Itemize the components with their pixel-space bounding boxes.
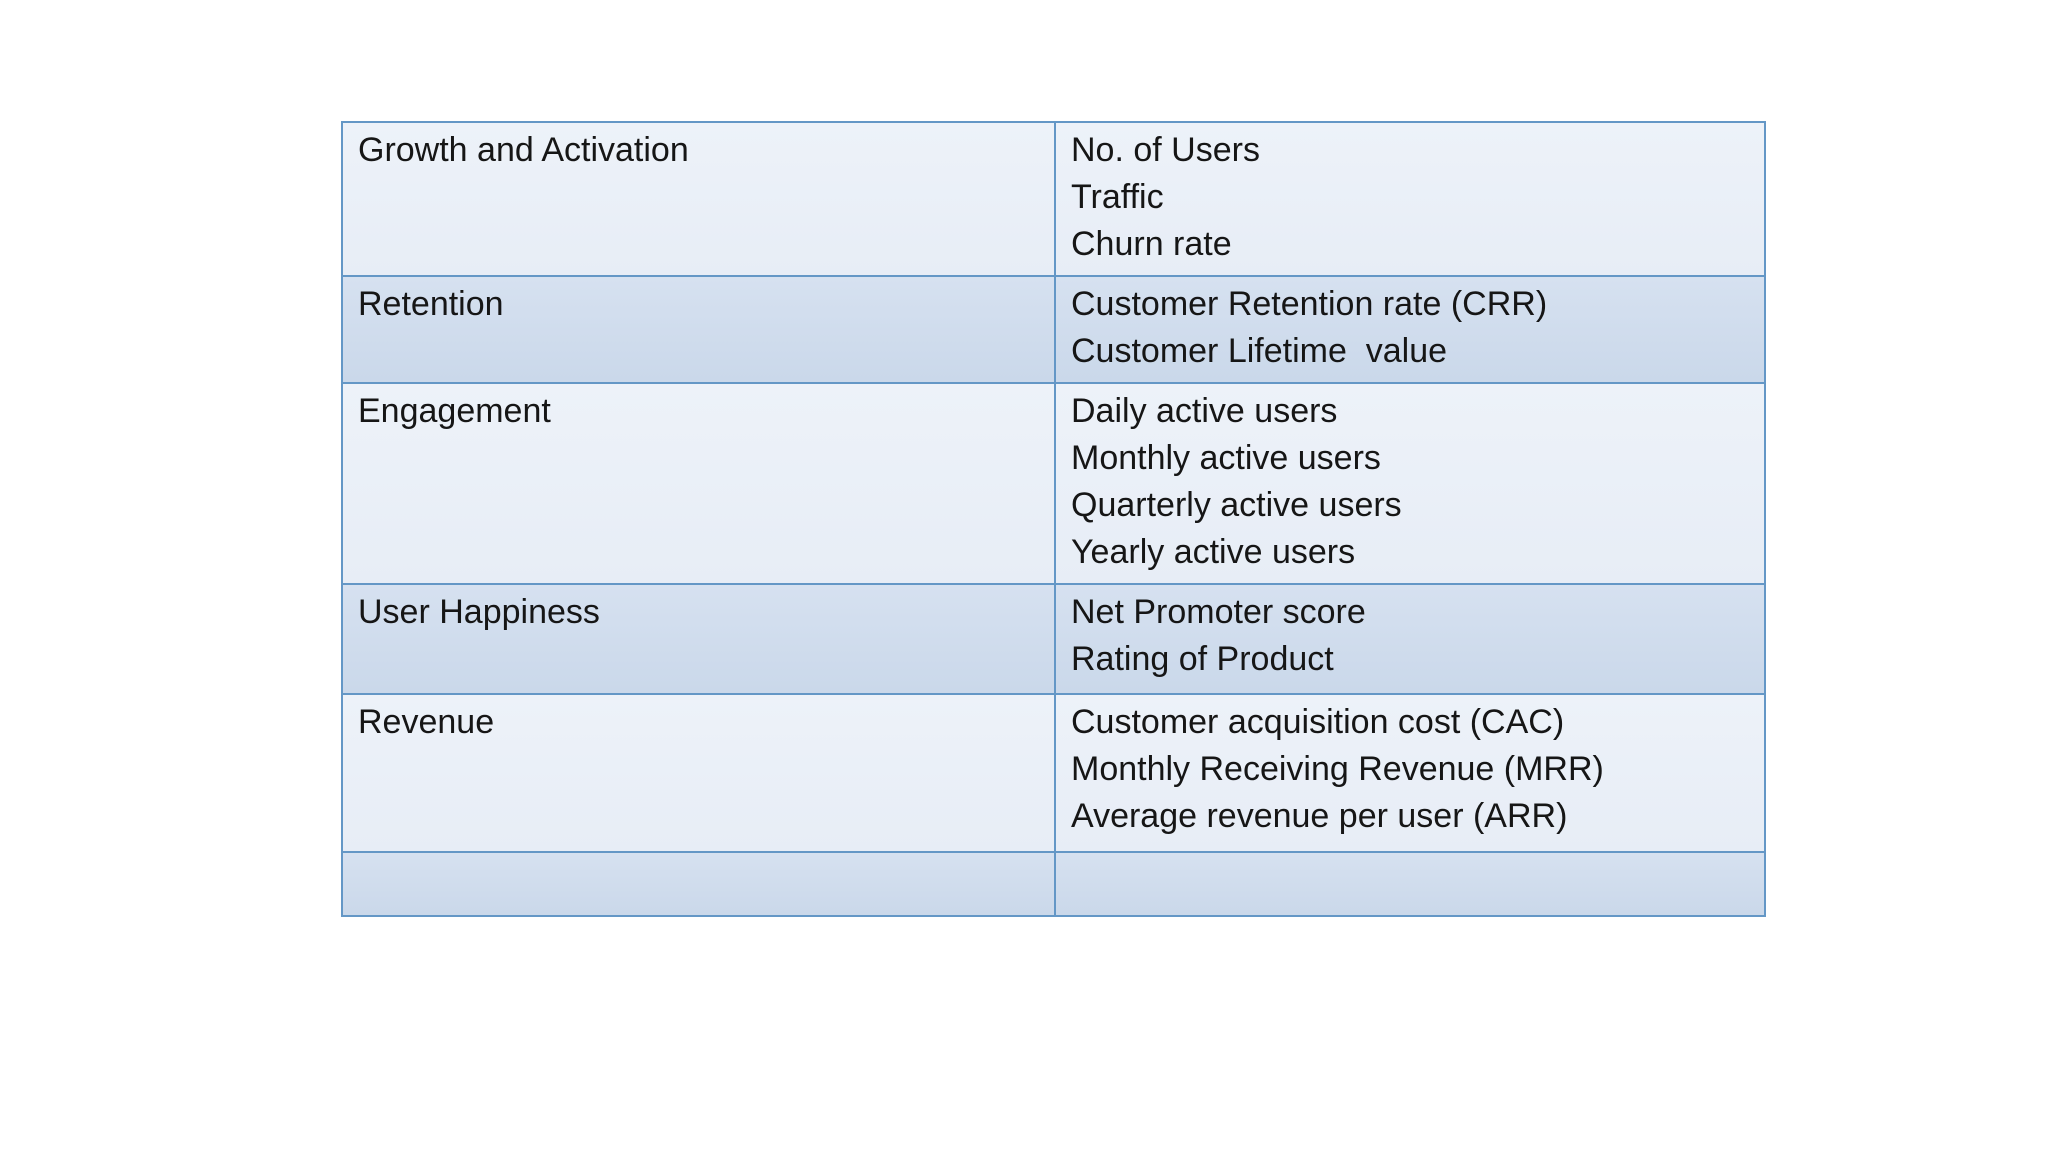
- metrics-cell: Daily active users Monthly active users …: [1054, 382, 1766, 585]
- category-cell: Engagement: [341, 382, 1056, 585]
- category-cell: User Happiness: [341, 583, 1056, 695]
- table-row-empty: [341, 851, 1766, 917]
- table-row-revenue: Revenue Customer acquisition cost (CAC) …: [341, 693, 1766, 853]
- metrics-cell: Net Promoter score Rating of Product: [1054, 583, 1766, 695]
- category-cell: Growth and Activation: [341, 121, 1056, 277]
- table-row-retention: Retention Customer Retention rate (CRR) …: [341, 275, 1766, 384]
- category-cell: Retention: [341, 275, 1056, 384]
- category-cell: [341, 851, 1056, 917]
- metrics-cell: Customer acquisition cost (CAC) Monthly …: [1054, 693, 1766, 853]
- table-row-growth-activation: Growth and Activation No. of Users Traff…: [341, 121, 1766, 277]
- metrics-cell: [1054, 851, 1766, 917]
- table-row-engagement: Engagement Daily active users Monthly ac…: [341, 382, 1766, 585]
- metrics-cell: Customer Retention rate (CRR) Customer L…: [1054, 275, 1766, 384]
- metrics-table: Growth and Activation No. of Users Traff…: [341, 121, 1766, 917]
- table-row-user-happiness: User Happiness Net Promoter score Rating…: [341, 583, 1766, 695]
- category-cell: Revenue: [341, 693, 1056, 853]
- metrics-cell: No. of Users Traffic Churn rate: [1054, 121, 1766, 277]
